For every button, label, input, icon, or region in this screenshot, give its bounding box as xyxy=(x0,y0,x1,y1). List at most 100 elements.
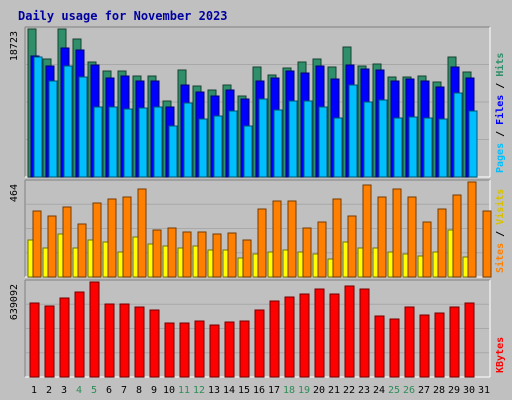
bar-kbytes-day-30 xyxy=(464,302,475,378)
bar-sites-day-13 xyxy=(212,233,222,278)
x-tick-label-day-16: 16 xyxy=(253,385,265,396)
bar-pages-day-25 xyxy=(393,117,403,178)
x-tick-label-day-9: 9 xyxy=(151,385,157,396)
bar-kbytes-day-16 xyxy=(254,309,265,378)
bar-pages-day-9 xyxy=(153,106,163,178)
bar-pages-day-20 xyxy=(318,106,328,178)
bar-sites-day-20 xyxy=(317,221,327,278)
bar-kbytes-day-20 xyxy=(314,288,325,378)
bar-sites-day-4 xyxy=(77,223,87,278)
x-tick-label-day-21: 21 xyxy=(328,385,340,396)
x-tick-label-day-19: 19 xyxy=(298,385,310,396)
bar-sites-day-10 xyxy=(167,227,177,278)
bar-pages-day-18 xyxy=(288,100,298,178)
bar-kbytes-day-7 xyxy=(119,303,130,378)
legend-entry-kbytes: KBytes xyxy=(495,337,506,373)
legend-entry-visits: Visits xyxy=(494,189,506,225)
bar-sites-day-1 xyxy=(32,210,42,278)
bar-pages-day-28 xyxy=(438,118,448,178)
chart-title: Daily usage for November 2023 xyxy=(18,9,228,23)
bar-kbytes-day-3 xyxy=(59,297,70,378)
series-legend: Sites / Visits xyxy=(494,189,506,273)
bar-kbytes-day-23 xyxy=(359,288,370,378)
bar-kbytes-day-13 xyxy=(209,324,220,378)
bar-pages-day-3 xyxy=(63,65,73,178)
bar-pages-day-23 xyxy=(363,101,373,178)
x-tick-label-day-13: 13 xyxy=(208,385,220,396)
bar-kbytes-day-29 xyxy=(449,306,460,378)
bar-pages-day-17 xyxy=(273,109,283,178)
legend-entry-pages: Pages xyxy=(495,143,506,173)
x-tick-label-day-24: 24 xyxy=(373,385,385,396)
x-tick-label-day-6: 6 xyxy=(106,385,112,396)
bar-sites-day-18 xyxy=(287,200,297,278)
bar-kbytes-day-24 xyxy=(374,315,385,378)
bar-sites-day-21 xyxy=(332,198,342,278)
x-tick-label-day-31: 31 xyxy=(478,385,490,396)
bar-sites-day-8 xyxy=(137,188,147,278)
series-legend: Pages / Files / Hits xyxy=(494,53,506,173)
bar-pages-day-6 xyxy=(108,106,118,178)
x-tick-label-day-1: 1 xyxy=(31,385,37,396)
bar-sites-day-15 xyxy=(242,239,252,278)
y-max-label: 18723 xyxy=(9,31,20,61)
bar-sites-day-9 xyxy=(152,229,162,278)
x-tick-label-day-2: 2 xyxy=(46,385,52,396)
bar-sites-day-28 xyxy=(437,208,447,278)
bar-pages-day-19 xyxy=(303,100,313,178)
bar-sites-day-6 xyxy=(107,198,117,278)
y-max-label: 639092 xyxy=(9,284,20,320)
bar-sites-day-26 xyxy=(407,196,417,278)
bar-pages-day-15 xyxy=(243,125,253,178)
bar-sites-day-23 xyxy=(362,184,372,278)
bar-kbytes-day-28 xyxy=(434,312,445,378)
bar-sites-day-25 xyxy=(392,188,402,278)
x-tick-label-day-5: 5 xyxy=(91,385,97,396)
bars xyxy=(27,28,478,178)
bar-pages-day-13 xyxy=(213,115,223,178)
bar-sites-day-30 xyxy=(467,181,477,278)
bar-kbytes-day-14 xyxy=(224,321,235,378)
bar-pages-day-12 xyxy=(198,118,208,178)
x-tick-label-day-11: 11 xyxy=(178,385,190,396)
bar-kbytes-day-12 xyxy=(194,320,205,378)
bar-kbytes-day-27 xyxy=(419,314,430,378)
series-legend: KBytes xyxy=(495,337,506,373)
bar-sites-day-3 xyxy=(62,206,72,278)
bar-pages-day-21 xyxy=(333,117,343,178)
bar-sites-day-17 xyxy=(272,200,282,278)
bar-kbytes-day-25 xyxy=(389,318,400,378)
bar-sites-day-12 xyxy=(197,231,207,278)
bar-kbytes-day-5 xyxy=(89,281,100,378)
bar-kbytes-day-2 xyxy=(44,305,55,378)
bar-sites-day-2 xyxy=(47,215,57,278)
bar-pages-day-5 xyxy=(93,106,103,178)
x-tick-label-day-30: 30 xyxy=(463,385,475,396)
x-tick-label-day-20: 20 xyxy=(313,385,325,396)
bar-pages-day-7 xyxy=(123,108,133,178)
legend-separator: / xyxy=(495,225,506,243)
x-tick-label-day-26: 26 xyxy=(403,385,415,396)
x-tick-label-day-10: 10 xyxy=(163,385,175,396)
bars xyxy=(29,281,475,378)
bar-pages-day-26 xyxy=(408,116,418,178)
bar-pages-day-8 xyxy=(138,107,148,178)
x-tick-label-day-27: 27 xyxy=(418,385,430,396)
bar-kbytes-day-6 xyxy=(104,303,115,378)
x-tick-label-day-25: 25 xyxy=(388,385,400,396)
bar-pages-day-11 xyxy=(183,102,193,178)
x-tick-label-day-23: 23 xyxy=(358,385,370,396)
x-axis-tick-labels: 1 2 3 4 5 6 7 8 9 10 11 12 13 14 15 16 17 18 19 20 21 22 23 24 2… xyxy=(31,385,490,396)
legend-entry-sites: Sites xyxy=(494,243,506,273)
panel-2: 464 Sites / Visits xyxy=(9,179,506,278)
bar-kbytes-day-8 xyxy=(134,306,145,378)
x-tick-label-day-22: 22 xyxy=(343,385,355,396)
y-max-label: 464 xyxy=(9,184,20,202)
bar-kbytes-day-21 xyxy=(329,293,340,378)
bar-pages-day-4 xyxy=(78,76,88,178)
x-tick-label-day-7: 7 xyxy=(121,385,127,396)
bar-pages-day-27 xyxy=(423,117,433,178)
bar-sites-day-7 xyxy=(122,196,132,278)
bar-pages-day-30 xyxy=(468,110,478,178)
